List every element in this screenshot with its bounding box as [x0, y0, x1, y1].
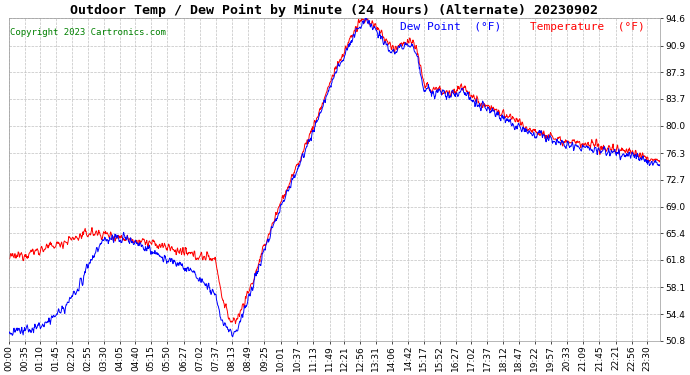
Text: Dew Point  (°F): Dew Point (°F)	[400, 22, 501, 32]
Text: Copyright 2023 Cartronics.com: Copyright 2023 Cartronics.com	[10, 28, 166, 37]
Title: Outdoor Temp / Dew Point by Minute (24 Hours) (Alternate) 20230902: Outdoor Temp / Dew Point by Minute (24 H…	[70, 4, 598, 17]
Text: Temperature  (°F): Temperature (°F)	[530, 22, 644, 32]
